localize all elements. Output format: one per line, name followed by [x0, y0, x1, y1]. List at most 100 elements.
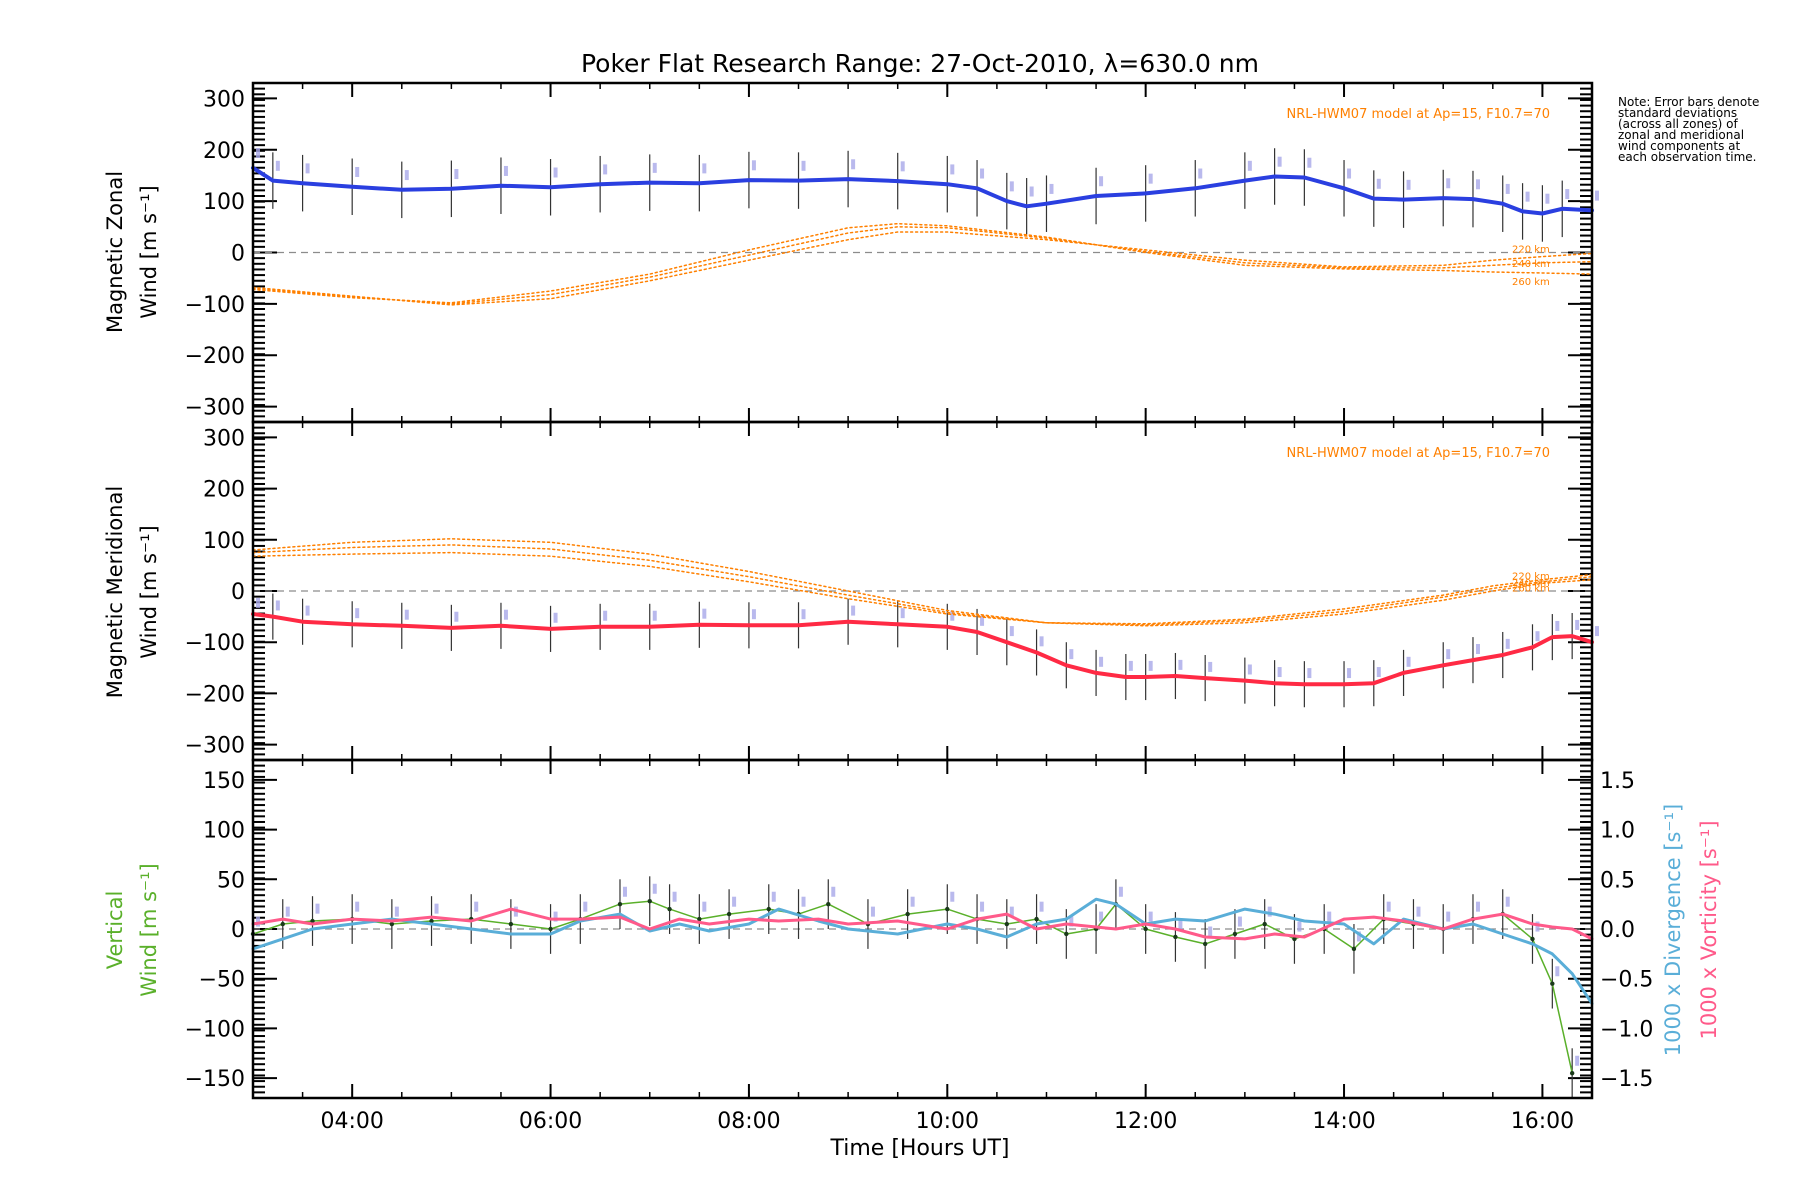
zone-marker — [1118, 886, 1123, 897]
y-tick-label: 300 — [203, 426, 245, 451]
divergence-line — [251, 897, 1594, 1006]
vertical-ylabel-line1: Vertical — [103, 891, 127, 970]
zone-marker — [851, 159, 856, 170]
model-label: NRL-HWM07 model at Ap=15, F10.7=70 — [1287, 107, 1551, 122]
model-label: NRL-HWM07 model at Ap=15, F10.7=70 — [1287, 446, 1551, 461]
vertical-wind-point — [905, 911, 910, 917]
zone-marker — [900, 161, 905, 172]
vertical-wind-point — [1143, 926, 1148, 932]
zone-marker — [1297, 921, 1302, 932]
zone-marker — [950, 610, 955, 621]
zonal-wind-panel: −300 −200 −100 0 100 200 300 NRL-HWM07 model at… — [185, 81, 1599, 424]
zone-marker — [1277, 667, 1282, 678]
vertical-wind-point — [1550, 981, 1555, 986]
zone-marker — [553, 612, 558, 623]
zone-marker — [1148, 660, 1153, 671]
zone-marker — [1039, 901, 1044, 912]
zone-marker — [404, 609, 409, 620]
zone-marker — [751, 609, 756, 620]
zone-marker — [702, 608, 707, 619]
zone-marker — [285, 906, 290, 917]
zone-marker — [404, 170, 409, 181]
zone-marker — [1347, 168, 1352, 179]
vertical-wind-point — [617, 901, 623, 907]
x-axis-label: Time [Hours UT] — [830, 1136, 1010, 1161]
vertical-wind-point — [548, 926, 553, 932]
zone-marker — [583, 901, 588, 912]
zone-marker — [305, 605, 310, 616]
y-tick-label: −100 — [185, 631, 245, 656]
model-altitude-label: 220 km — [1512, 571, 1550, 582]
model-curve — [252, 226, 1593, 305]
zone-marker — [603, 610, 608, 621]
y2-tick-label: 1.0 — [1600, 819, 1635, 844]
zone-marker — [1595, 190, 1599, 201]
zone-marker — [980, 901, 985, 912]
vorticity-line — [251, 907, 1594, 941]
zone-marker — [275, 160, 280, 171]
zone-marker — [1386, 901, 1391, 912]
x-tick-label: 08:00 — [717, 1109, 780, 1134]
zone-marker — [256, 916, 260, 927]
y-tick-label: 200 — [203, 478, 245, 503]
zone-marker — [1535, 921, 1540, 932]
zone-marker — [751, 160, 756, 171]
zone-marker — [1029, 186, 1034, 197]
zone-marker — [1555, 620, 1560, 631]
vertical-wind-point — [310, 918, 315, 924]
model-curve — [252, 222, 1593, 304]
zone-marker — [771, 891, 776, 902]
y-tick-label: 0 — [231, 918, 245, 943]
zone-marker — [702, 163, 707, 174]
model-altitude-label: 240 km — [1512, 578, 1550, 589]
model-curve — [252, 231, 1593, 306]
zone-marker — [732, 896, 737, 907]
zone-marker — [622, 886, 627, 897]
zone-marker — [1237, 916, 1242, 927]
zone-marker — [1575, 619, 1580, 630]
zone-marker — [950, 891, 955, 902]
zone-marker — [1267, 906, 1272, 917]
zone-marker — [1525, 191, 1530, 202]
zone-marker — [1009, 906, 1014, 917]
zone-marker — [1247, 160, 1252, 171]
zone-marker — [1049, 183, 1054, 194]
vertical-wind-point — [667, 906, 672, 912]
zone-marker — [1148, 911, 1153, 922]
zone-marker — [1446, 649, 1451, 660]
zone-marker — [672, 891, 677, 902]
y2-tick-label: 0.0 — [1600, 918, 1635, 943]
y2-tick-label: 0.5 — [1600, 868, 1635, 893]
zone-marker — [1406, 179, 1411, 190]
zone-marker — [702, 901, 707, 912]
x-tick-label: 06:00 — [519, 1109, 582, 1134]
y-tick-label: 200 — [203, 139, 245, 164]
error-bar-note: Note: Error bars denote standard deviati… — [1618, 95, 1760, 164]
zone-marker — [1178, 659, 1183, 670]
vertical-wind-point — [826, 901, 831, 907]
y-tick-label: 150 — [203, 769, 245, 794]
vertical-wind-point — [1004, 921, 1010, 927]
zone-marker — [355, 166, 360, 177]
zone-marker — [1416, 906, 1421, 917]
zone-marker — [801, 609, 806, 620]
zone-marker — [1178, 919, 1183, 930]
vertical-wind-point — [280, 921, 285, 927]
vertical-wind-point — [1569, 1070, 1575, 1076]
zone-marker — [503, 165, 508, 176]
zone-marker — [1356, 931, 1361, 942]
zone-marker — [1535, 631, 1540, 642]
zone-marker — [1099, 656, 1104, 667]
y-tick-label: 300 — [203, 87, 245, 112]
zone-marker — [1565, 189, 1570, 200]
zone-marker — [1555, 966, 1560, 977]
meridional-wind-panel: −300 −200 −100 0 100 200 300 NRL-HWM07 model at… — [185, 420, 1599, 762]
x-tick-label: 14:00 — [1312, 1109, 1375, 1134]
vertical-wind-point — [429, 918, 434, 924]
vertical-wind-point — [1232, 931, 1238, 937]
y-tick-label: −50 — [199, 968, 245, 993]
panel-frame — [251, 81, 1594, 424]
meridional-ylabel-line2: Wind [m s⁻¹] — [137, 525, 161, 658]
zone-marker — [1376, 667, 1381, 678]
zone-marker — [256, 597, 260, 608]
